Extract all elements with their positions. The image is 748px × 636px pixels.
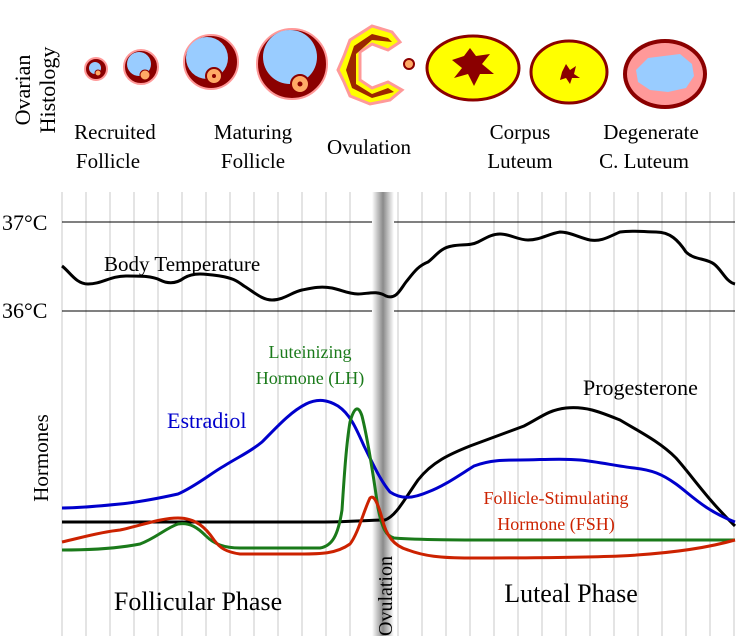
- stage-label-maturing: Maturing: [214, 120, 293, 144]
- fsh-label-line1: Follicle-Stimulating: [484, 488, 629, 508]
- estradiol-label: Estradiol: [167, 408, 246, 433]
- corpus-luteum-late: [529, 39, 609, 105]
- ovulation-vertical-label: Ovulation: [375, 556, 397, 636]
- temp-37-label: 37°C: [2, 210, 47, 235]
- stage-label-corpus-2: Luteum: [487, 149, 552, 173]
- corpus-luteum-early: [425, 34, 521, 102]
- degenerate-corpus-luteum: [623, 39, 707, 109]
- ovulation-ruptured-follicle: [336, 24, 415, 106]
- ovulation-band: [372, 192, 394, 636]
- stage-label-maturing-2: Follicle: [221, 149, 285, 173]
- stage-label-degenerate: Degenerate: [603, 120, 699, 144]
- fsh-label-line2: Hormone (FSH): [497, 514, 615, 535]
- stage-label-degenerate-2: C. Luteum: [599, 149, 689, 173]
- histology-axis-label-line1: Ovarian: [10, 55, 35, 126]
- stage-label-ovulation: Ovulation: [327, 135, 411, 159]
- fsh-curve: [61, 495, 736, 560]
- maturing-follicle-large: [256, 28, 328, 100]
- progesterone-curve: [62, 406, 737, 528]
- stage-label-recruited: Recruited: [74, 120, 156, 144]
- follicular-phase-label: Follicular Phase: [114, 587, 282, 616]
- hormones-axis-label: Hormones: [29, 414, 53, 502]
- stage-label-recruited-2: Follicle: [76, 149, 140, 173]
- lh-label-line2: Hormone (LH): [256, 368, 364, 389]
- body-temperature-label: Body Temperature: [104, 252, 260, 276]
- recruited-follicle-small: [84, 57, 108, 81]
- luteal-phase-label: Luteal Phase: [504, 579, 638, 608]
- progesterone-label: Progesterone: [583, 375, 698, 400]
- estradiol-curve: [61, 398, 736, 524]
- lh-label-line1: Luteinizing: [269, 342, 352, 362]
- maturing-follicle-small: [183, 34, 239, 90]
- temp-36-label: 36°C: [2, 298, 47, 323]
- body-temperature-curve: [61, 229, 736, 302]
- histology-axis-label-line2: Histology: [35, 47, 60, 134]
- stage-label-corpus: Corpus: [490, 120, 551, 144]
- recruited-follicle-large: [123, 49, 159, 85]
